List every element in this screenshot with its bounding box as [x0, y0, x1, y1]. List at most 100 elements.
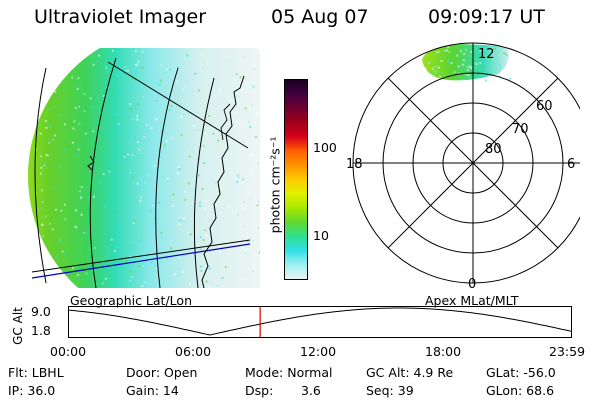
image-pixel [41, 223, 44, 226]
image-pixel [202, 239, 205, 241]
glon-status: GLon: 68.6 [486, 383, 555, 398]
gc-alt-axis-label: GC Alt [11, 307, 25, 345]
image-pixel [55, 217, 58, 220]
image-pixel [78, 83, 81, 86]
image-pixel [445, 49, 448, 52]
image-pixel [204, 229, 207, 232]
image-pixel [158, 83, 161, 86]
image-pixel [134, 50, 137, 53]
image-pixel [133, 244, 136, 247]
image-pixel [182, 221, 185, 224]
image-pixel [121, 276, 124, 279]
image-pixel [59, 165, 62, 168]
image-pixel [243, 224, 246, 227]
image-pixel [475, 52, 478, 55]
mlt-label-0: 0 [468, 277, 476, 290]
image-pixel [243, 207, 246, 210]
image-pixel [124, 69, 127, 72]
image-pixel [83, 93, 86, 96]
image-pixel [136, 141, 139, 144]
image-pixel [131, 118, 134, 121]
image-pixel [457, 65, 460, 68]
colorbar-tick-10: 10 [313, 228, 329, 243]
image-pixel [23, 285, 25, 287]
image-pixel [170, 104, 173, 107]
image-pixel [509, 77, 512, 80]
geographic-image-panel[interactable] [18, 48, 260, 288]
image-pixel [98, 54, 100, 57]
image-pixel [48, 141, 50, 144]
image-pixel [101, 282, 104, 285]
image-pixel [43, 51, 46, 54]
image-pixel [108, 170, 111, 173]
time-tick-1200: 12:00 [300, 344, 337, 359]
image-pixel [64, 123, 66, 126]
image-pixel [19, 149, 21, 151]
image-pixel [20, 230, 22, 232]
image-pixel [166, 68, 169, 71]
image-pixel [160, 64, 163, 67]
image-pixel [200, 53, 203, 56]
time-tick-0600: 06:00 [175, 344, 212, 359]
image-pixel [453, 71, 456, 73]
image-pixel [86, 48, 89, 50]
image-pixel [139, 196, 142, 199]
image-pixel [113, 249, 116, 252]
image-pixel [491, 52, 494, 55]
image-pixel [177, 256, 180, 259]
image-pixel [118, 222, 121, 225]
image-pixel [49, 126, 52, 129]
image-pixel [45, 131, 48, 134]
image-pixel [53, 187, 56, 190]
mlt-label-18: 18 [346, 157, 363, 172]
image-pixel [203, 190, 206, 193]
image-pixel [469, 65, 471, 68]
image-pixel [143, 136, 146, 139]
image-pixel [485, 79, 488, 82]
image-pixel [23, 130, 25, 132]
image-pixel [38, 64, 41, 67]
image-pixel [212, 132, 215, 135]
image-pixel [106, 68, 109, 71]
mlt-label-12: 12 [478, 47, 495, 62]
image-pixel [237, 191, 240, 194]
image-pixel [114, 257, 116, 260]
image-pixel [40, 155, 43, 158]
polar-mlat-mlt-plot[interactable]: 12 18 6 0 60 70 80 [340, 40, 580, 290]
image-pixel [80, 213, 83, 216]
image-pixel [251, 104, 254, 107]
image-pixel [242, 140, 245, 143]
image-pixel [22, 239, 24, 241]
image-pixel [25, 194, 27, 196]
image-pixel [63, 203, 66, 206]
image-pixel [78, 122, 81, 125]
image-pixel [74, 107, 77, 110]
image-pixel [257, 227, 259, 230]
image-pixel [138, 265, 141, 268]
image-pixel [238, 175, 241, 178]
image-pixel [46, 108, 49, 111]
image-pixel [158, 202, 161, 204]
image-pixel [196, 112, 199, 114]
image-pixel [129, 270, 132, 273]
image-pixel [244, 107, 247, 110]
altitude-strip-plot[interactable] [68, 306, 572, 338]
image-pixel [204, 207, 207, 210]
image-pixel [150, 261, 153, 264]
image-pixel [205, 280, 208, 283]
observation-date: 05 Aug 07 [271, 6, 369, 28]
image-pixel [186, 149, 189, 152]
image-pixel [431, 67, 434, 70]
image-pixel [483, 74, 486, 77]
image-pixel [40, 166, 43, 169]
image-pixel [37, 53, 40, 55]
image-pixel [493, 47, 496, 50]
mlat-label-60: 60 [536, 99, 553, 114]
image-pixel [91, 55, 94, 58]
image-pixel [24, 126, 26, 128]
image-pixel [112, 92, 115, 95]
image-pixel [255, 158, 258, 161]
image-pixel [466, 50, 469, 53]
image-pixel [55, 255, 58, 258]
image-pixel [29, 208, 32, 211]
